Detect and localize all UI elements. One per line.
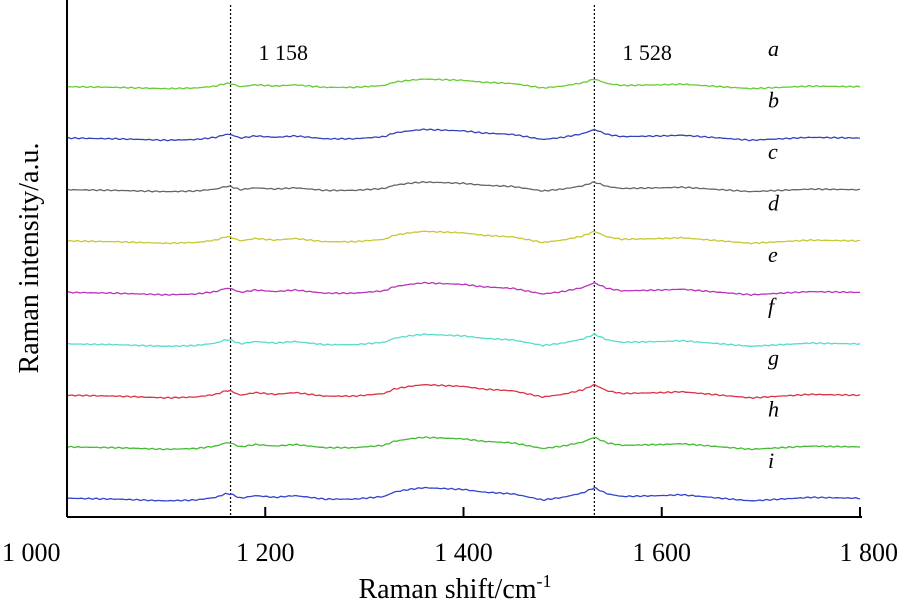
series-line-b xyxy=(66,128,861,142)
x-tick-label-1800: 1 800 xyxy=(840,538,899,567)
series-label-b: b xyxy=(768,88,779,113)
series-label-h: h xyxy=(768,397,779,422)
series-label-i: i xyxy=(768,448,774,473)
x-tick-label-1000: 1 000 xyxy=(2,538,61,567)
series-line-i xyxy=(66,486,861,502)
series-line-f xyxy=(66,332,861,348)
series-line-a xyxy=(66,78,861,90)
reference-label-2: 1 528 xyxy=(622,40,672,65)
series-line-g xyxy=(66,383,861,400)
series-line-e xyxy=(66,281,860,297)
x-ticks: 1 000 1 200 1 400 1 600 1 800 xyxy=(2,507,898,567)
series-label-c: c xyxy=(768,139,778,164)
series-label-d: d xyxy=(768,191,780,216)
x-tick-label-1600: 1 600 xyxy=(633,538,692,567)
reference-label-1: 1 158 xyxy=(259,40,309,65)
x-tick-label-1200: 1 200 xyxy=(236,538,295,567)
series-line-c xyxy=(66,181,861,193)
series-label-e: e xyxy=(768,242,778,267)
plot-area: 1 158 1 528 a b c d e f g h i xyxy=(66,5,861,517)
series-line-h xyxy=(66,436,861,451)
series-label-f: f xyxy=(768,294,777,319)
y-axis-title: Raman intensity/a.u. xyxy=(14,143,45,374)
x-axis-title: Raman shift/cm-1 xyxy=(358,571,551,605)
series-line-d xyxy=(66,230,861,245)
series-label-g: g xyxy=(768,345,779,370)
x-tick-label-1400: 1 400 xyxy=(434,538,493,567)
series-label-a: a xyxy=(768,36,779,61)
x-axis-title-superscript: -1 xyxy=(537,571,552,591)
